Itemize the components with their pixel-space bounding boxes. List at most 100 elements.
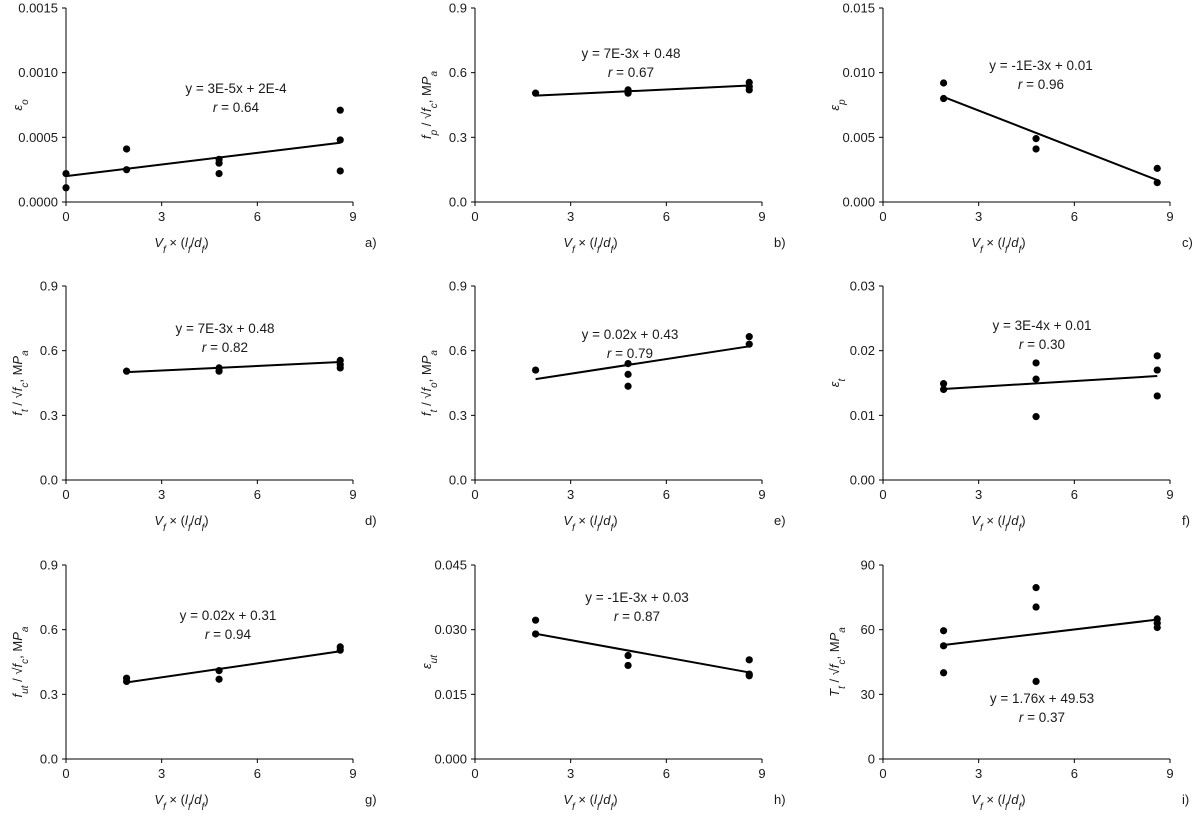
x-tick-label: 6 xyxy=(663,209,670,224)
y-tick-label: 0.9 xyxy=(40,279,58,294)
trendline xyxy=(126,361,341,374)
y-tick-label: 0 xyxy=(868,752,875,767)
data-point xyxy=(939,94,948,103)
trendline xyxy=(535,345,750,381)
y-axis-label: εt xyxy=(827,378,848,388)
x-tick-label: 3 xyxy=(567,209,574,224)
x-axis-label: Vf × (lf/df) xyxy=(154,513,208,534)
data-point xyxy=(62,184,70,192)
trend-equation: y = -1E-3x + 0.01 xyxy=(989,58,1093,73)
chart-panel-f: 0.00 0.01 0.02 0.03 0 3 6 9 Vf × (lf/df) εt y = 3E… xyxy=(827,279,1190,534)
x-tick-label: 3 xyxy=(975,209,982,224)
y-axis-label: ft / √fo, MPa xyxy=(419,350,440,416)
y-tick-label: 0.02 xyxy=(850,343,875,358)
x-axis-label: Vf × (lf/df) xyxy=(563,513,617,534)
y-axis-label: fut / √fc, MPa xyxy=(10,626,31,697)
y-tick-label: 0.6 xyxy=(449,65,467,80)
data-point xyxy=(939,669,948,677)
data-point xyxy=(1032,413,1040,421)
trendline xyxy=(943,618,1158,647)
trend-equation: y = 3E-5x + 2E-4 xyxy=(185,81,287,96)
x-axis-label: Vf × (lf/df) xyxy=(971,513,1025,534)
data-point xyxy=(1032,135,1040,143)
data-point xyxy=(531,366,540,374)
data-point xyxy=(215,667,223,675)
data-point xyxy=(624,661,632,670)
y-tick-label: 60 xyxy=(861,622,875,637)
x-tick-label: 9 xyxy=(758,766,765,781)
y-axis-label: εo xyxy=(10,99,31,111)
data-point xyxy=(122,166,131,174)
trendline xyxy=(65,141,341,178)
data-point xyxy=(939,627,948,635)
y-axis-label: Tt / √fc, MPa xyxy=(827,627,848,697)
y-tick-label: 30 xyxy=(861,687,875,702)
x-tick-label: 0 xyxy=(879,487,886,502)
x-tick-label: 3 xyxy=(158,766,165,781)
chart-panel-h: 0.000 0.015 0.030 0.045 0 3 6 9 Vf × (lf/df) εut y… xyxy=(419,558,786,813)
correlation-r: r = 0.64 xyxy=(213,100,260,115)
data-point xyxy=(624,86,632,94)
data-point xyxy=(215,675,223,683)
data-point xyxy=(1153,366,1161,374)
correlation-r: r = 0.94 xyxy=(205,627,252,642)
y-tick-label: 0.00 xyxy=(850,473,875,488)
y-tick-label: 0.9 xyxy=(449,279,467,294)
x-tick-label: 9 xyxy=(758,487,765,502)
x-axis-label: Vf × (lf/df) xyxy=(563,792,617,813)
data-point xyxy=(62,169,70,178)
trendline xyxy=(126,650,341,684)
data-point xyxy=(1032,584,1040,592)
data-point xyxy=(531,89,540,97)
x-tick-label: 3 xyxy=(567,766,574,781)
data-point xyxy=(215,169,223,178)
trendline xyxy=(943,375,1158,391)
data-point xyxy=(1032,375,1040,383)
data-point xyxy=(939,642,948,650)
x-axis-label: Vf × (lf/df) xyxy=(563,235,617,256)
data-point xyxy=(122,145,131,153)
data-point xyxy=(215,364,223,372)
data-point xyxy=(1153,179,1161,187)
y-tick-label: 0.9 xyxy=(40,558,58,573)
y-axis-label: ft / √fc, MPa xyxy=(10,350,31,416)
y-tick-label: 0.01 xyxy=(850,408,875,423)
panel-label: i) xyxy=(1182,792,1189,807)
data-point xyxy=(215,155,223,163)
chart-panel-g: 0.0 0.3 0.6 0.9 0 3 6 9 Vf × (lf/df) fut / √fc, M… xyxy=(10,558,377,813)
x-tick-label: 0 xyxy=(62,487,69,502)
x-tick-label: 0 xyxy=(879,209,886,224)
data-point xyxy=(1032,359,1040,367)
panel-label: h) xyxy=(774,792,786,807)
correlation-r: r = 0.37 xyxy=(1019,710,1065,725)
panel-label: c) xyxy=(1182,235,1193,250)
x-tick-label: 3 xyxy=(158,209,165,224)
x-tick-label: 0 xyxy=(62,209,69,224)
chart-panel-e: 0.0 0.3 0.6 0.9 0 3 6 9 Vf × (lf/df) ft / √fo, MP… xyxy=(419,279,786,534)
chart-panel-a: 0.0000 0.0005 0.0010 0.0015 0 3 6 9 Vf × (lf/df)… xyxy=(10,1,377,256)
x-tick-label: 0 xyxy=(62,766,69,781)
y-axis-label: εut xyxy=(419,654,440,669)
x-tick-label: 9 xyxy=(758,209,765,224)
panel-label: b) xyxy=(774,235,786,250)
x-tick-label: 6 xyxy=(1071,487,1078,502)
trendline xyxy=(943,95,1158,182)
x-tick-label: 3 xyxy=(975,487,982,502)
chart-panel-i: 0 30 60 90 0 3 6 9 Vf × (lf/df) Tt / √fc, MPa y = … xyxy=(827,558,1189,813)
x-tick-label: 3 xyxy=(975,766,982,781)
data-point xyxy=(336,167,344,175)
y-tick-label: 0.000 xyxy=(434,752,467,767)
x-tick-label: 6 xyxy=(663,766,670,781)
panel-label: e) xyxy=(774,513,786,528)
y-tick-label: 0.010 xyxy=(842,65,875,80)
trend-equation: y = -1E-3x + 0.03 xyxy=(585,590,689,605)
y-tick-label: 0.03 xyxy=(850,279,875,294)
y-tick-label: 0.0 xyxy=(449,195,467,210)
data-point xyxy=(531,616,540,624)
trend-equation: y = 0.02x + 0.43 xyxy=(582,327,679,342)
x-tick-label: 0 xyxy=(471,766,478,781)
y-axis-label: fp / √fc, MPa xyxy=(419,71,440,140)
data-point xyxy=(745,340,753,348)
y-tick-label: 0.3 xyxy=(40,687,58,702)
